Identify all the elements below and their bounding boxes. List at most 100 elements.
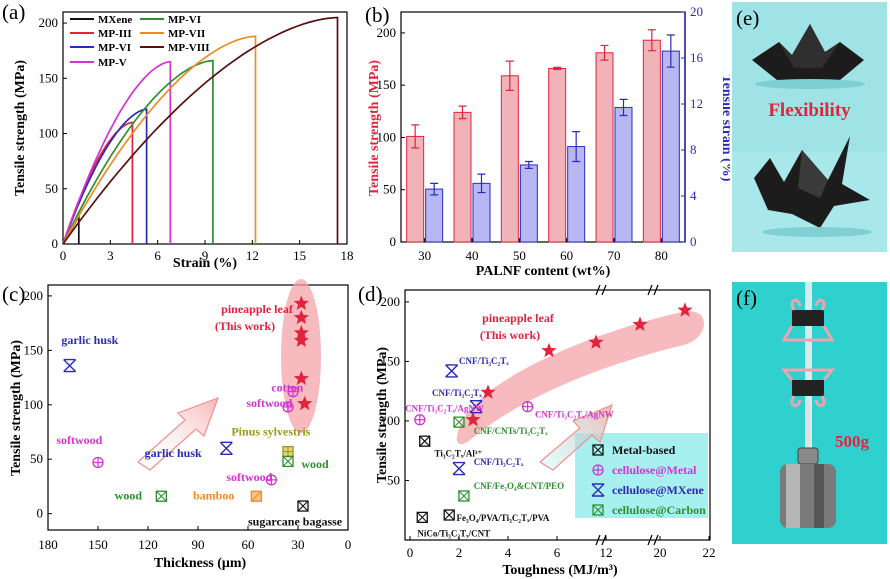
panel-d-trend-arrow	[538, 403, 613, 471]
panel-a-ticks: 0 3 6 9 12 15 18 0 50 100 150 200	[39, 15, 354, 263]
panel-c-ticks: 180 150 120 90 60 30 0 0 50 100 150 200	[24, 288, 352, 552]
panel-d-labels: CNF/Ti₃C₂Tₓ CNF/Ti₃C₂Tₓ CNF/Ti₃C₂Tₓ/AgNW CN…	[405, 356, 614, 539]
panel-c-labels: garlic huskcottonsoftwoodsoftwoodgarlic …	[56, 333, 342, 529]
d-point-mxene	[452, 461, 466, 476]
a-xtick-label: 0	[60, 248, 67, 263]
panel-c-points	[63, 295, 313, 512]
a-curve-mp-vi	[62, 108, 148, 245]
a-legend-label: MP-V	[98, 57, 127, 69]
d-point-black	[419, 435, 431, 447]
a-curve-mp-v	[62, 60, 172, 245]
c-point-star	[293, 309, 309, 325]
b-errorbar-strength	[553, 66, 562, 71]
panel-c-label: (c)	[2, 282, 25, 306]
d-annotation: CNF/Ti₃C₂Tₓ	[432, 388, 482, 398]
d-legend-marker	[592, 464, 604, 476]
c-point-carbon	[282, 455, 294, 468]
b-bar-strength	[500, 75, 519, 243]
d-legend-marker	[591, 483, 605, 497]
b-bar-strength	[642, 39, 661, 243]
d-point-metal	[521, 401, 534, 413]
panel-b-y2label: Tensile strain (%)	[719, 75, 730, 182]
b-errorbar-strain	[572, 131, 581, 163]
a-xtick-label: 15	[293, 248, 306, 263]
panel-d-legend: Metal-based cellulose@Metal cellulose@MXen…	[591, 443, 706, 517]
d-annotation: CNF/Fe₃O₄&CNT/PEO	[474, 481, 564, 491]
d-annotation: CNF/CNTs/Ti₃C₂Tₓ	[474, 426, 548, 436]
a-curve-mp-vii	[62, 35, 257, 245]
b-errorbar-strength	[600, 44, 609, 61]
a-xtick-label: 9	[202, 248, 209, 263]
panel-d-label: (d)	[358, 282, 383, 306]
b-y2tick-label: 20	[690, 4, 703, 19]
photo-origami: Flexibility (e)	[732, 2, 887, 252]
panel-a: (a) 0 3 6 9 12 15 18 0 50 100 150 200 MXene MP-III MP…	[2, 0, 354, 271]
b-xtick-label: 30	[418, 248, 431, 263]
panel-b-bars	[406, 29, 680, 243]
a-ytick-label: 50	[45, 181, 58, 196]
c-ytick-label: 0	[37, 506, 44, 521]
b-errorbar-strength	[505, 60, 514, 92]
b-xtick-label: 80	[655, 248, 668, 263]
a-xtick-label: 3	[107, 248, 114, 263]
d-xtick-label: 22	[703, 545, 716, 560]
c-ytick-label: 100	[24, 397, 44, 412]
d-xtick-label: 20	[654, 545, 667, 560]
d-axis-break	[595, 534, 607, 546]
panel-f-label: (f)	[736, 286, 757, 310]
binder-clip-top	[792, 310, 824, 326]
c-xtick-label: 90	[192, 537, 205, 552]
panel-b-frame	[400, 11, 686, 243]
d-point-mxene	[469, 399, 483, 414]
panel-b: (b) 30 40 50 60 70 80 0 50 100 150 200 0 4 8 12 16 20 PA…	[365, 3, 730, 279]
a-xtick-label: 18	[341, 248, 354, 263]
a-xtick-label: 12	[246, 248, 259, 263]
b-errorbar-strain	[619, 98, 628, 117]
b-bar-strength	[453, 111, 472, 243]
d-point-carbon	[458, 490, 470, 502]
panel-d-highlight-label: pineapple leaf	[482, 311, 555, 325]
b-bar-strain	[661, 50, 680, 243]
b-errorbar-strength	[458, 105, 467, 120]
c-xtick-label: 180	[38, 537, 58, 552]
b-y2tick-label: 8	[690, 142, 697, 157]
c-annotation: cotton	[271, 381, 303, 395]
d-point-star	[632, 316, 648, 331]
c-annotation: softwood	[246, 396, 292, 410]
d-annotation: Ti₃C₂Tₓ/Al³⁺	[435, 449, 483, 459]
d-xtick-label: 4	[505, 545, 512, 560]
a-legend-label: MXene	[98, 14, 132, 26]
d-xtick-label: 0	[407, 545, 414, 560]
b-ytick-label: 0	[390, 234, 397, 249]
b-bar-strength	[406, 135, 425, 243]
c-point-star	[297, 395, 313, 411]
b-bar-strain	[425, 188, 444, 243]
c-point-black	[297, 500, 309, 512]
a-ytick-label: 200	[39, 15, 59, 30]
d-point-star	[465, 411, 481, 427]
c-annotation: softwood	[56, 433, 102, 447]
a-ytick-label: 150	[39, 70, 59, 85]
panel-d-highlight-band	[456, 311, 704, 445]
panel-a-legend: MXene MP-III MP-VI MP-V MP-VI MP-VII MP-VIII	[70, 14, 210, 69]
panel-d-ylabel: Tensile strength (MPa)	[375, 347, 390, 483]
origami-illustration	[732, 2, 887, 252]
d-point-mxene	[445, 364, 459, 378]
film-strip	[805, 282, 812, 452]
c-xtick-label: 60	[242, 537, 255, 552]
c-annotation: wood	[115, 489, 143, 503]
d-legend-marker	[592, 444, 604, 456]
c-point-bamboo	[250, 490, 262, 502]
a-legend-label: MP-III	[98, 28, 132, 40]
panel-d-ticks: 0 2 4 6 12 20 22 50 100 150 200	[381, 284, 716, 560]
a-ytick-label: 100	[39, 126, 59, 141]
c-point-mxene	[219, 441, 233, 456]
d-legend-marker	[592, 504, 604, 516]
c-point-olive	[282, 445, 294, 458]
b-errorbar-strain	[477, 173, 486, 194]
d-axis-break	[595, 284, 607, 296]
panel-d: (d) pineapple leaf (This work) 0 2 4 6 12 20 2…	[358, 282, 716, 578]
c-annotation: sugarcane bagasse	[248, 515, 343, 529]
c-xtick-label: 0	[345, 537, 352, 552]
b-bar-strength	[595, 52, 614, 243]
